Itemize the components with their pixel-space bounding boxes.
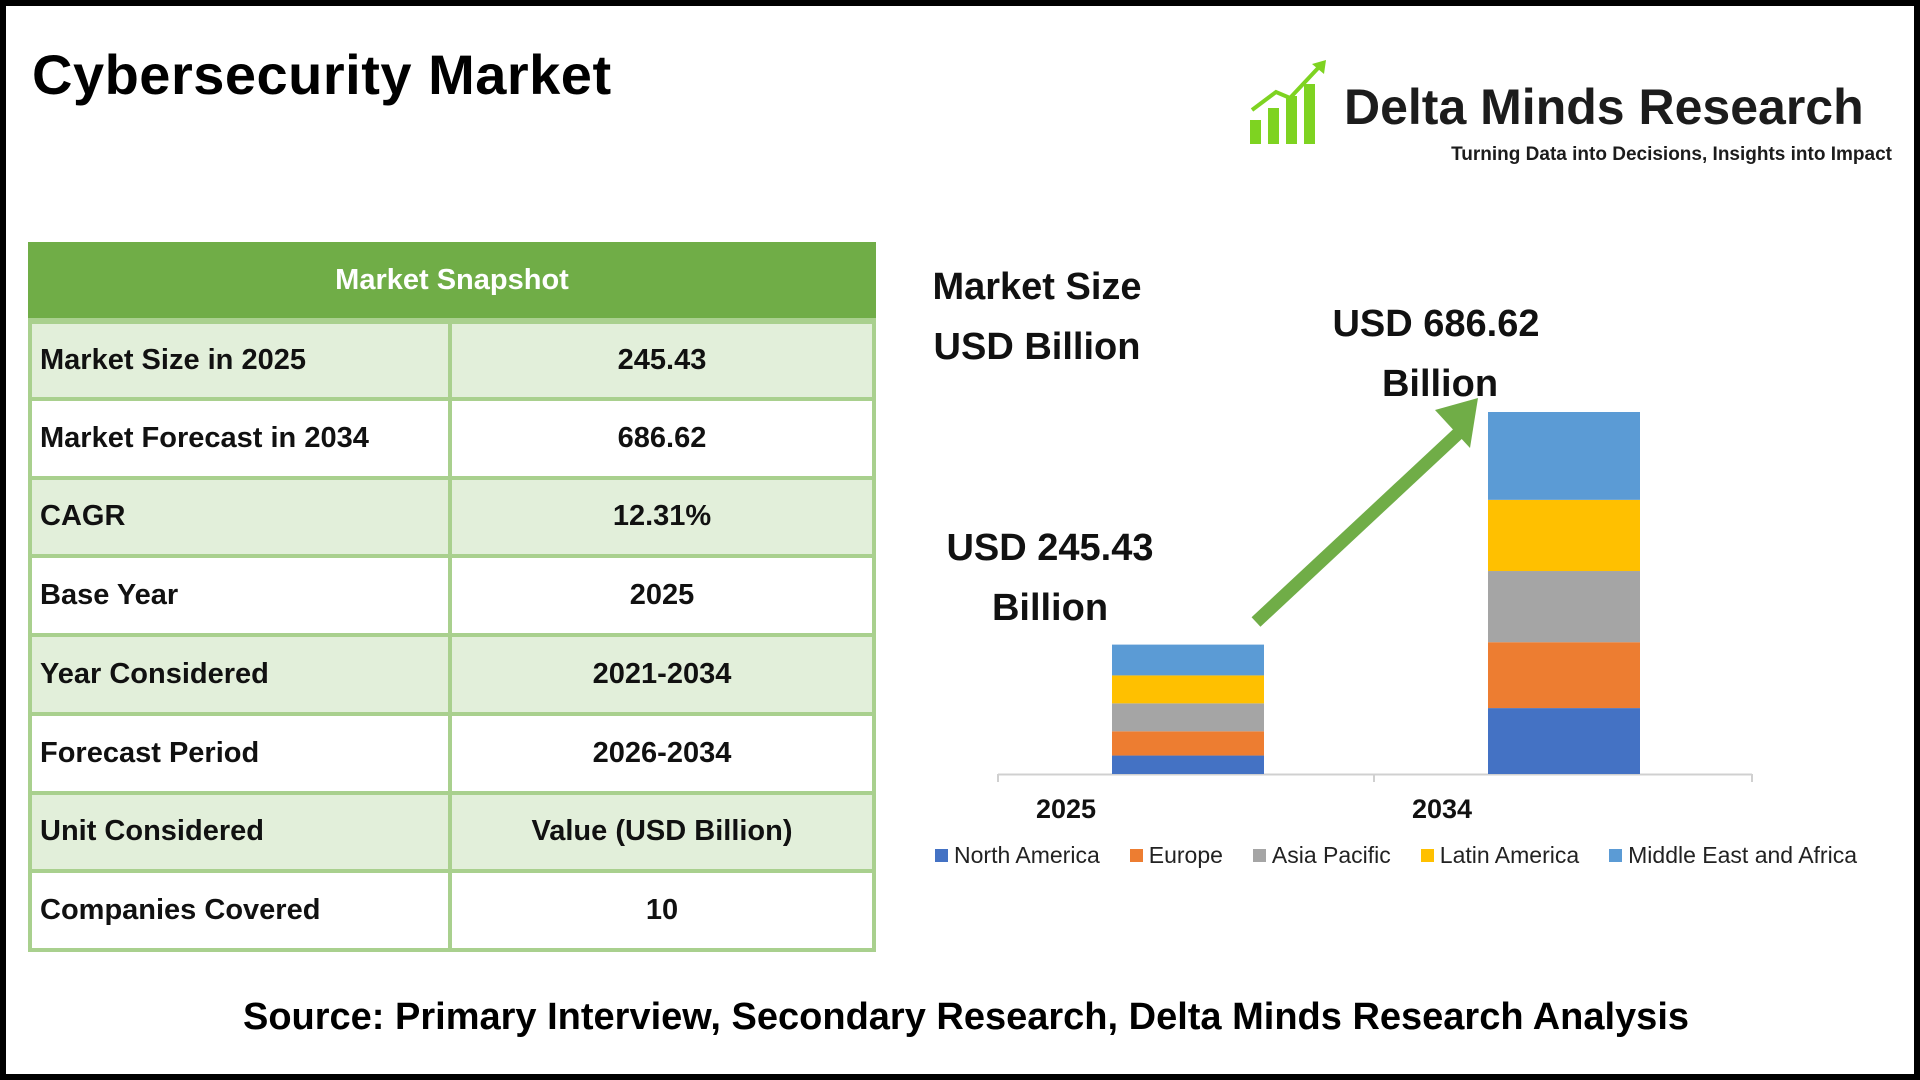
snapshot-row-label: Unit Considered xyxy=(32,794,452,870)
snapshot-row: Base Year 2025 xyxy=(32,554,872,633)
legend-item: Asia Pacific xyxy=(1252,842,1391,869)
bar-segment-2034-middle-east-and-africa xyxy=(1488,412,1640,500)
brand-block: Delta Minds Research Turning Data into D… xyxy=(1246,58,1906,178)
bar-segment-2025-europe xyxy=(1112,731,1264,756)
chart-canvas xyxy=(997,398,1753,782)
bar-segment-2025-north-america xyxy=(1112,755,1264,774)
snapshot-row-value: 10 xyxy=(645,894,679,927)
legend-label: Latin America xyxy=(1439,842,1580,868)
bar-label-2034-line2: Billion xyxy=(1381,363,1499,405)
legend-label: Middle East and Africa xyxy=(1628,842,1857,868)
legend-label: North America xyxy=(954,842,1100,868)
legend-swatch xyxy=(1420,849,1434,862)
bar-segment-2025-latin-america xyxy=(1112,675,1264,704)
bar-segment-2025-asia-pacific xyxy=(1112,703,1264,732)
bar-segment-2034-asia-pacific xyxy=(1488,571,1640,643)
chart-heading-line2: USD Billion xyxy=(933,326,1141,368)
bar-segment-2034-latin-america xyxy=(1488,499,1640,572)
snapshot-row-label: Year Considered xyxy=(32,637,452,712)
market-size-chart: Market Size USD Billion USD 245.43 Billi… xyxy=(886,246,1906,886)
chart-heading-line1: Market Size xyxy=(932,266,1142,308)
snapshot-row-value: 245.43 xyxy=(617,343,707,376)
page-title: Cybersecurity Market xyxy=(32,43,612,106)
chart-legend: North America Europe Asia Pacific Latin Ame… xyxy=(886,842,1906,869)
snapshot-row-value: Value (USD Billion) xyxy=(531,815,793,848)
brand-name: Delta Minds Research xyxy=(1344,79,1864,135)
snapshot-row-value: 2025 xyxy=(629,579,695,612)
snapshot-row-label: Market Forecast in 2034 xyxy=(32,400,452,476)
legend-swatch xyxy=(1609,849,1623,862)
snapshot-row-value: 686.62 xyxy=(617,421,707,454)
legend-swatch xyxy=(1129,849,1143,862)
legend-swatch xyxy=(1252,849,1266,862)
x-tick-2025: 2025 xyxy=(1035,794,1097,824)
legend-swatch xyxy=(935,849,949,862)
legend-item: Latin America xyxy=(1420,842,1580,869)
source-note: Source: Primary Interview, Secondary Res… xyxy=(242,996,1690,1038)
bar-segment-2034-europe xyxy=(1488,642,1640,709)
snapshot-row: Companies Covered 10 xyxy=(32,869,872,948)
legend-label: Europe xyxy=(1148,842,1223,868)
snapshot-row-value: 12.31% xyxy=(612,500,712,533)
snapshot-row: Unit Considered Value (USD Billion) xyxy=(32,790,872,870)
bar-segment-2034-north-america xyxy=(1488,708,1640,774)
bar-label-2034-line1: USD 686.62 xyxy=(1332,303,1540,345)
snapshot-rows: Market Size in 2025 245.43 Market Forecast… xyxy=(32,318,872,948)
x-tick-2034: 2034 xyxy=(1411,794,1473,824)
snapshot-row-label: Base Year xyxy=(32,558,452,633)
snapshot-row-value: 2021-2034 xyxy=(592,657,732,690)
market-snapshot-table: Market Snapshot Market Size in 2025 245.4… xyxy=(28,242,876,952)
snapshot-row-label: Companies Covered xyxy=(32,873,452,948)
legend-item: North America xyxy=(935,842,1100,869)
growth-bars-arrow-icon xyxy=(1250,60,1326,144)
snapshot-row: Forecast Period 2026-2034 xyxy=(32,711,872,791)
bar-segment-2025-middle-east-and-africa xyxy=(1112,644,1264,676)
snapshot-row: Market Size in 2025 245.43 xyxy=(32,318,872,397)
brand-tagline: Turning Data into Decisions, Insights in… xyxy=(1451,144,1892,165)
snapshot-heading: Market Snapshot xyxy=(28,242,876,318)
snapshot-row: Market Forecast in 2034 686.62 xyxy=(32,396,872,476)
bar-label-2025-line2: Billion xyxy=(991,587,1109,629)
legend-item: Middle East and Africa xyxy=(1609,842,1857,869)
legend-item: Europe xyxy=(1129,842,1223,869)
snapshot-row-value: 2026-2034 xyxy=(592,736,732,769)
snapshot-row: CAGR 12.31% xyxy=(32,475,872,555)
snapshot-row-label: Forecast Period xyxy=(32,715,452,791)
bar-label-2025-line1: USD 245.43 xyxy=(946,527,1154,569)
legend-label: Asia Pacific xyxy=(1271,842,1391,868)
snapshot-row-label: CAGR xyxy=(32,479,452,555)
snapshot-row-label: Market Size in 2025 xyxy=(32,324,452,397)
growth-arrow-icon xyxy=(1251,398,1478,627)
snapshot-row: Year Considered 2021-2034 xyxy=(32,633,872,712)
